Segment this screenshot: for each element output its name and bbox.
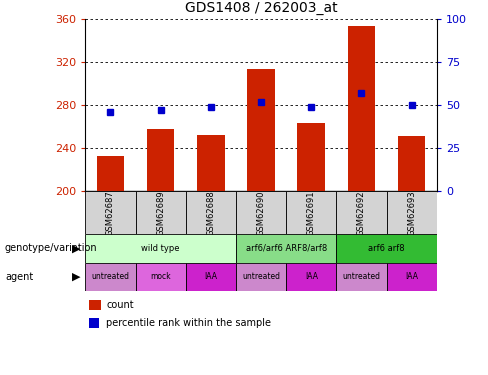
Text: percentile rank within the sample: percentile rank within the sample [106,318,271,328]
Text: ▶: ▶ [72,243,81,254]
Bar [286,191,336,234]
Bar [186,262,236,291]
Bar [136,262,186,291]
Text: untreated: untreated [343,272,381,281]
Text: IAA: IAA [204,272,217,281]
Text: wild type: wild type [142,244,180,253]
Bar [85,262,136,291]
Bar [386,191,437,234]
Text: ▶: ▶ [72,272,81,282]
Text: GSM62687: GSM62687 [106,190,115,236]
Bar [236,191,286,234]
Text: GSM62689: GSM62689 [156,190,165,236]
Bar [85,234,236,262]
Bar [197,135,224,191]
Text: arf6/arf6 ARF8/arf8: arf6/arf6 ARF8/arf8 [245,244,327,253]
Text: mock: mock [150,272,171,281]
Bar [89,318,99,328]
Text: IAA: IAA [305,272,318,281]
Text: untreated: untreated [91,272,129,281]
Bar [386,262,437,291]
Bar [247,69,275,191]
Bar [85,191,136,234]
Text: untreated: untreated [242,272,280,281]
Bar [136,191,186,234]
Bar [336,191,386,234]
Text: IAA: IAA [405,272,418,281]
Bar [236,262,286,291]
Bar [286,262,336,291]
Bar [298,123,325,191]
Text: GSM62693: GSM62693 [407,190,416,236]
Text: count: count [106,300,134,310]
Text: GSM62691: GSM62691 [307,190,316,236]
Text: GSM62690: GSM62690 [257,190,265,236]
Bar [147,129,175,191]
Bar [336,262,386,291]
Text: genotype/variation: genotype/variation [5,243,98,254]
Text: agent: agent [5,272,33,282]
Bar [347,26,375,191]
Bar [336,234,437,262]
Text: arf6 arf8: arf6 arf8 [368,244,405,253]
Bar [97,156,124,191]
Bar [398,136,426,191]
Bar [186,191,236,234]
Text: GSM62688: GSM62688 [206,190,215,236]
Bar [236,234,336,262]
Text: GSM62692: GSM62692 [357,190,366,236]
Bar [89,300,101,310]
Title: GDS1408 / 262003_at: GDS1408 / 262003_at [185,1,337,15]
